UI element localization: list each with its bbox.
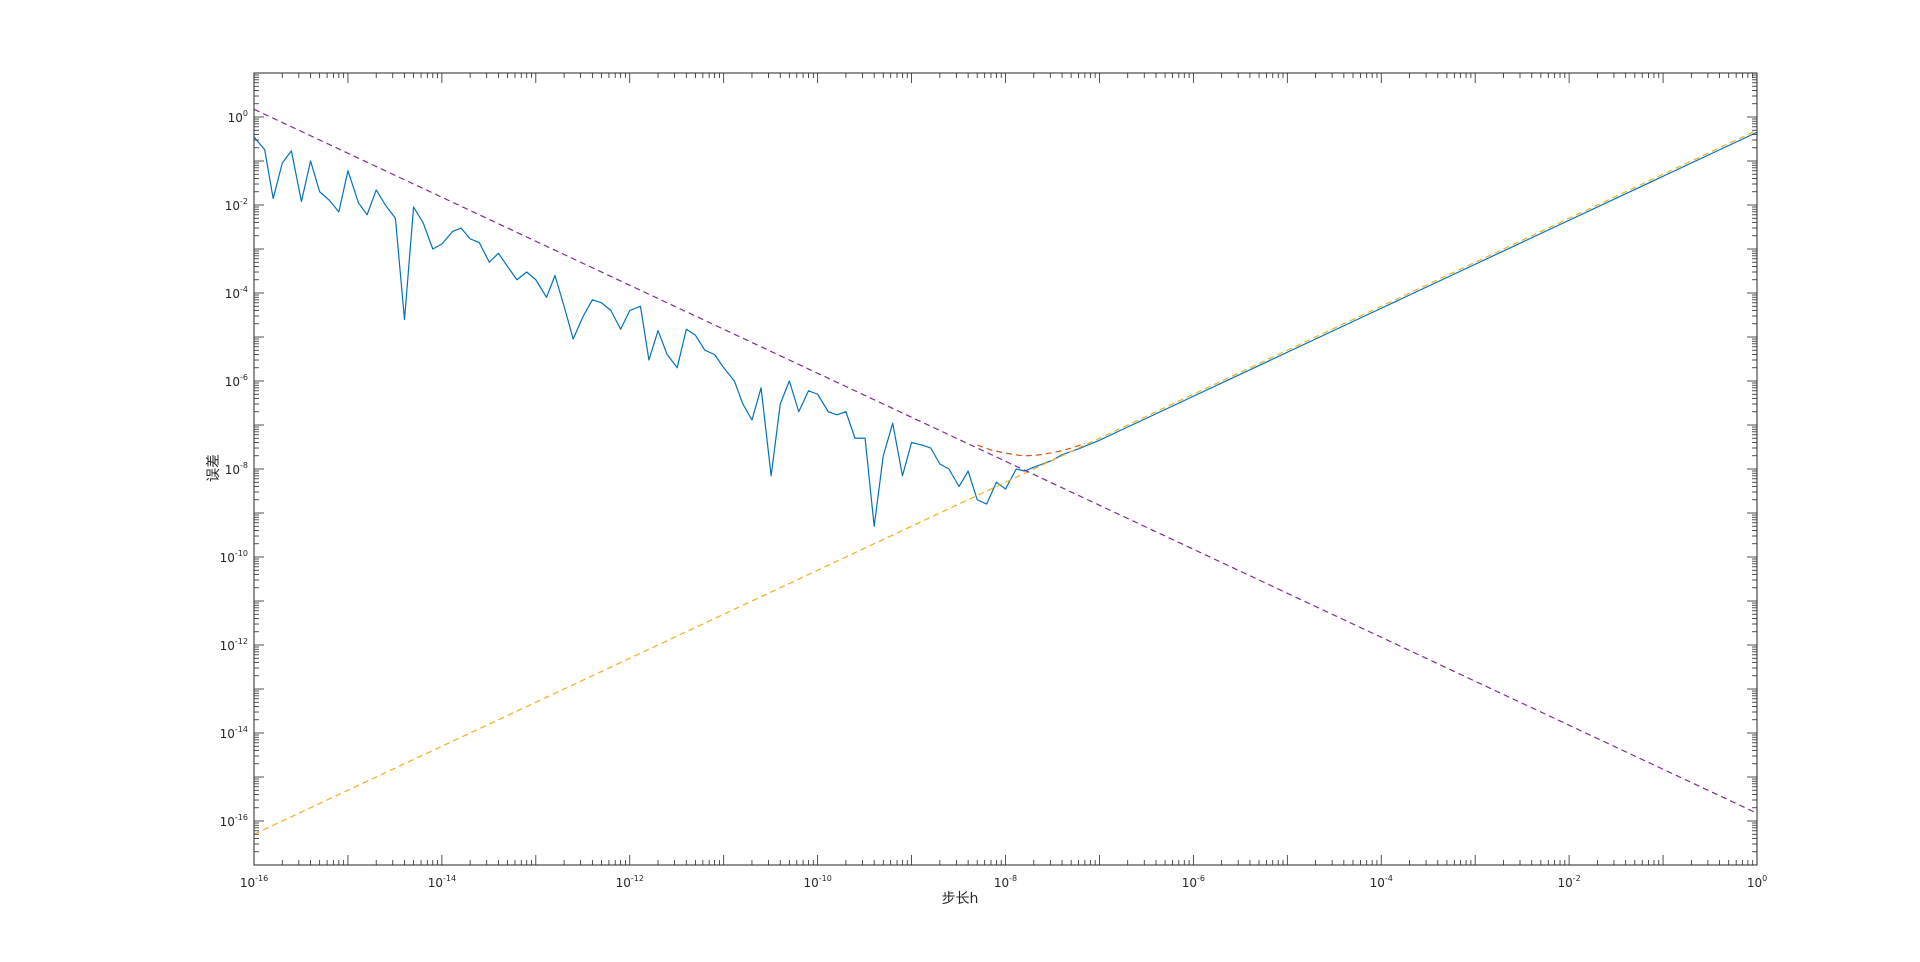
y-tick-label: 10-4 [225,285,248,301]
y-tick-label: 10-8 [225,461,248,477]
y-tick-label: 10-2 [225,197,248,213]
x-axis-label: 步长h [941,891,979,907]
y-axis-label: 误差 [206,454,222,482]
x-tick-label: 100 [1747,874,1767,890]
series-line-4 [977,442,1086,457]
x-tick-label: 10-14 [428,874,456,890]
y-tick-label: 10-10 [220,549,248,565]
y-tick-label: 10-14 [220,725,248,741]
axes-box [253,72,1758,866]
x-tick-label: 10-12 [616,874,644,890]
y-tick-label: 10-6 [225,373,248,389]
series-line-3 [254,108,1757,814]
series-line-2 [254,129,1757,835]
x-tick-label: 10-10 [803,874,831,890]
x-tick-label: 10-6 [1182,874,1205,890]
x-tick-label: 10-8 [994,874,1017,890]
y-tick-label: 10-12 [220,637,248,653]
x-tick-label: 10-4 [1370,874,1393,890]
x-tick-label: 10-2 [1557,874,1580,890]
y-tick-label: 10-16 [220,813,248,829]
x-tick-label: 10-16 [240,874,268,890]
y-tick-label: 100 [228,109,248,125]
series-line-1 [254,131,1757,527]
